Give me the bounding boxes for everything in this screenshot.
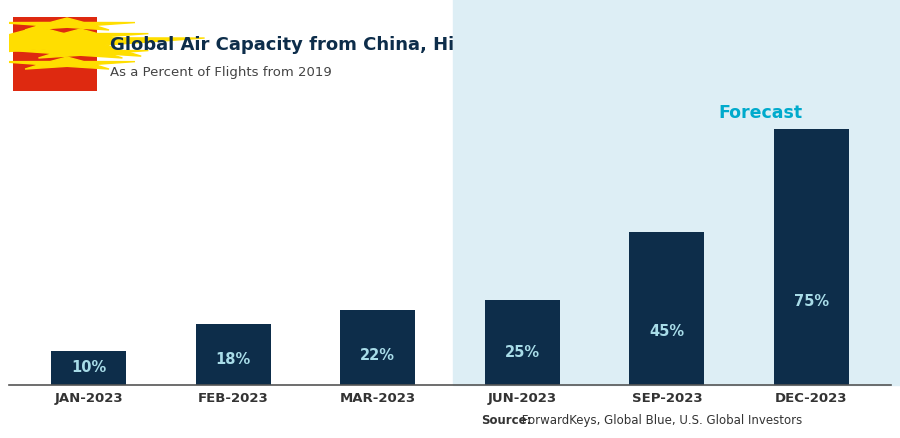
Bar xyxy=(340,310,415,385)
Polygon shape xyxy=(13,29,148,41)
Text: 22%: 22% xyxy=(360,348,395,363)
Text: 10%: 10% xyxy=(71,360,106,375)
Bar xyxy=(485,300,560,385)
Text: Forecast: Forecast xyxy=(719,104,803,122)
Text: 45%: 45% xyxy=(649,324,684,339)
Text: Source:: Source: xyxy=(482,414,532,427)
Text: Global Air Capacity from China, Historical and Forecast: Global Air Capacity from China, Historic… xyxy=(111,36,667,54)
Bar xyxy=(51,351,126,385)
Text: As a Percent of Flights from 2019: As a Percent of Flights from 2019 xyxy=(111,67,332,79)
FancyBboxPatch shape xyxy=(14,17,97,91)
Text: 25%: 25% xyxy=(505,345,540,360)
Bar xyxy=(774,129,849,385)
Polygon shape xyxy=(0,27,204,56)
Bar xyxy=(195,324,271,385)
Bar xyxy=(629,232,705,385)
Text: 18%: 18% xyxy=(215,352,251,367)
Polygon shape xyxy=(13,46,148,58)
Polygon shape xyxy=(0,18,135,30)
Polygon shape xyxy=(0,57,135,69)
Text: ForwardKeys, Global Blue, U.S. Global Investors: ForwardKeys, Global Blue, U.S. Global In… xyxy=(518,414,802,427)
Text: 75%: 75% xyxy=(794,293,829,309)
Bar xyxy=(453,0,900,385)
